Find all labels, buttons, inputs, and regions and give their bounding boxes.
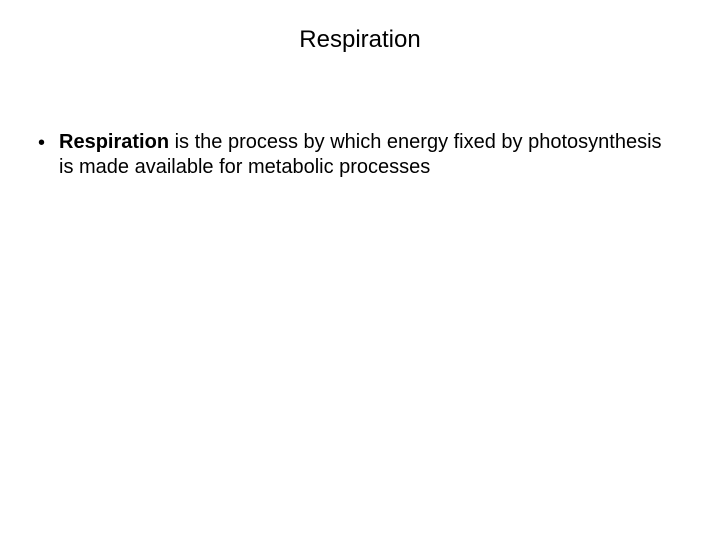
bullet-text: Respiration is the process by which ener… (59, 130, 670, 180)
bold-term: Respiration (59, 131, 169, 153)
bullet-item: • Respiration is the process by which en… (38, 130, 670, 180)
content-area: • Respiration is the process by which en… (38, 130, 670, 180)
slide-title: Respiration (0, 26, 720, 54)
bullet-marker: • (38, 131, 45, 156)
